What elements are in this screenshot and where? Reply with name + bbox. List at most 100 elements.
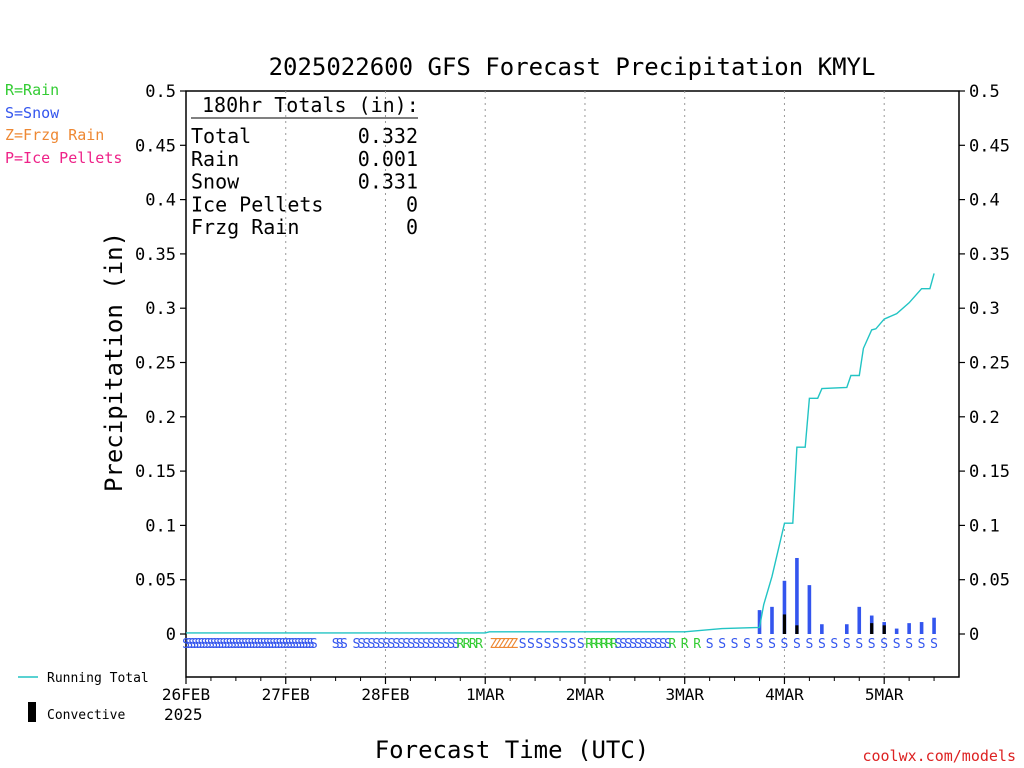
y-tick-label-right: 0.3 — [969, 299, 1000, 319]
credit-text: coolwx.com/models — [862, 747, 1016, 765]
ptype-marker-layer: SSSSSSSSSSSSSSSSSSSSSSSSSSSSSSSSSSSSSSSS… — [182, 637, 938, 652]
snow-bar — [907, 623, 911, 634]
x-axis-label: Forecast Time (UTC) — [375, 736, 650, 764]
ptype-marker: R — [681, 637, 689, 652]
ptype-marker: S — [519, 637, 527, 652]
ptype-marker: S — [634, 637, 642, 652]
y-tick-label-left: 0.15 — [135, 462, 176, 482]
totals-row-value: 0 — [406, 192, 418, 216]
ptype-marker: S — [297, 637, 305, 652]
ptype-marker: S — [422, 637, 430, 652]
y-tick-label-left: 0.3 — [145, 299, 176, 319]
ptype-marker: S — [229, 637, 237, 652]
ptype-marker: S — [818, 637, 826, 652]
ptype-marker: S — [805, 637, 813, 652]
y-tick-label-right: 0 — [969, 625, 979, 645]
ptype-marker: S — [407, 637, 415, 652]
x-tick-label: 27FEB — [262, 685, 310, 704]
ptype-marker: S — [372, 637, 380, 652]
x-tick-label: 3MAR — [665, 685, 704, 704]
ptype-marker: S — [288, 637, 296, 652]
ptype-marker: S — [307, 637, 315, 652]
snow-bar — [932, 617, 936, 634]
y-tick-label-left: 0.4 — [145, 191, 176, 211]
ptype-marker: S — [357, 637, 365, 652]
ptype-marker: S — [830, 637, 838, 652]
ptype-marker: S — [260, 637, 268, 652]
ptype-marker: S — [905, 637, 913, 652]
ptype-marker: S — [781, 637, 789, 652]
ptype-marker: S — [223, 637, 231, 652]
ptype-marker: S — [397, 637, 405, 652]
ptype-marker: S — [216, 637, 224, 652]
totals-row-label: Total — [191, 124, 251, 148]
legend-rain: R=Rain — [5, 81, 59, 99]
ptype-marker: S — [282, 637, 290, 652]
snow-bar — [820, 624, 824, 634]
ptype-marker: S — [649, 637, 657, 652]
ptype-marker: S — [756, 637, 764, 652]
ptype-marker: S — [204, 637, 212, 652]
ptype-marker: S — [930, 637, 938, 652]
snow-bar — [844, 624, 849, 634]
ptype-marker: R — [693, 637, 701, 652]
ptype-marker: S — [367, 637, 375, 652]
totals-box: 180hr Totals (in): Total 0.332 Rain 0.001 Sno… — [191, 93, 419, 239]
y-tick-label-left: 0 — [166, 625, 176, 645]
x-tick-label: 5MAR — [865, 685, 904, 704]
x-tick-label: 4MAR — [765, 685, 804, 704]
ptype-marker: S — [569, 637, 577, 652]
totals-header: 180hr Totals (in): — [202, 93, 419, 117]
y-tick-label-right: 0.05 — [969, 571, 1010, 591]
ptype-marker: Z — [502, 637, 510, 652]
y-tick-label-right: 0.45 — [969, 136, 1010, 156]
ptype-legend: R=Rain S=Snow Z=Frzg Rain P=Ice Pellets — [5, 81, 122, 167]
ptype-marker: S — [266, 637, 274, 652]
ptype-marker: S — [392, 637, 400, 652]
y-tick-label-right: 0.35 — [969, 245, 1010, 265]
running-total-layer — [186, 273, 935, 634]
ptype-marker: S — [412, 637, 420, 652]
y-tick-label-left: 0.2 — [145, 408, 176, 428]
ptype-marker: S — [619, 637, 627, 652]
ptype-marker: S — [232, 637, 240, 652]
y-tick-label-left: 0.1 — [145, 516, 176, 536]
snow-bar — [857, 606, 862, 634]
ptype-marker: S — [624, 637, 632, 652]
ptype-marker: S — [269, 637, 277, 652]
ptype-marker: S — [185, 637, 193, 652]
ptype-marker: S — [195, 637, 203, 652]
y-tick-label-right: 0.5 — [969, 82, 1000, 102]
convective-bar — [882, 625, 886, 634]
ptype-marker: S — [310, 637, 318, 652]
year-label: 2025 — [164, 705, 203, 724]
ptype-marker: S — [855, 637, 863, 652]
ptype-marker: S — [664, 637, 672, 652]
ptype-marker: S — [340, 637, 348, 652]
legend-convective: Convective — [47, 708, 125, 723]
totals-row-value: 0 — [406, 215, 418, 239]
ptype-marker: Z — [490, 637, 498, 652]
totals-row-label: Snow — [191, 170, 240, 194]
ptype-marker: S — [535, 637, 543, 652]
ptype-marker: S — [251, 637, 259, 652]
x-tick-label: 28FEB — [361, 685, 409, 704]
ptype-marker: R — [600, 637, 608, 652]
ptype-marker: S — [654, 637, 662, 652]
totals-row-label: Rain — [191, 147, 239, 171]
ptype-marker: S — [248, 637, 256, 652]
y-tick-label-right: 0.25 — [969, 354, 1010, 374]
ptype-marker: S — [743, 637, 751, 652]
ptype-marker: S — [294, 637, 302, 652]
ptype-marker: S — [377, 637, 385, 652]
snow-bar — [795, 557, 799, 634]
y-tick-label-right: 0.4 — [969, 191, 1000, 211]
ptype-marker: S — [843, 637, 851, 652]
y-tick-label-left: 0.45 — [135, 136, 176, 156]
ptype-marker: S — [893, 637, 901, 652]
ptype-marker: S — [639, 637, 647, 652]
ptype-marker: S — [254, 637, 262, 652]
ptype-marker: S — [198, 637, 206, 652]
